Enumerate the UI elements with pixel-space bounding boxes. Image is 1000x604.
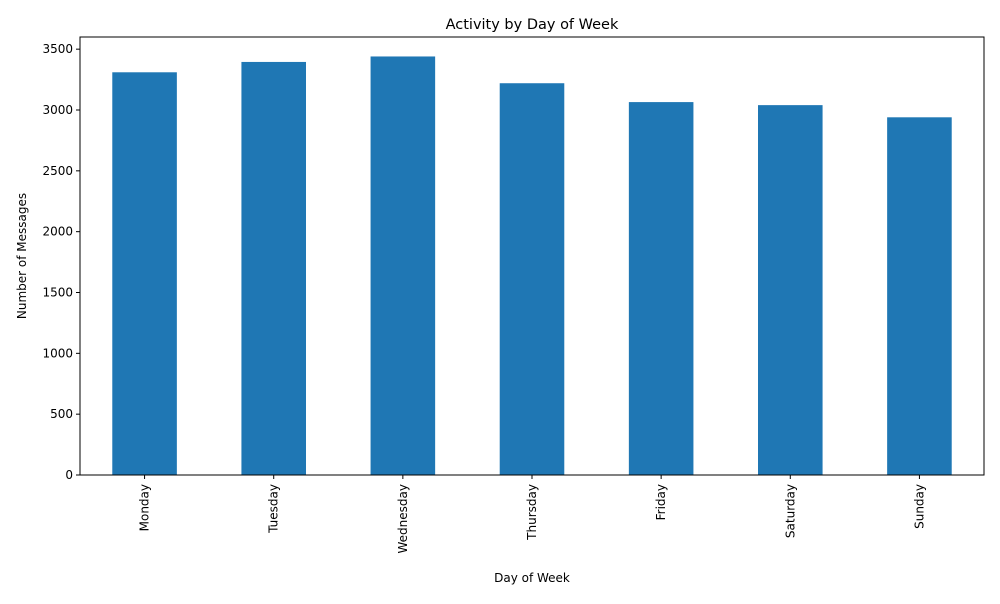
x-tick-label-friday: Friday bbox=[654, 484, 668, 520]
plot-frame bbox=[79, 36, 985, 476]
bar-thursday bbox=[499, 83, 565, 475]
y-tick-label: 3500 bbox=[42, 42, 73, 56]
y-tick-label: 500 bbox=[50, 407, 73, 421]
x-axis-label: Day of Week bbox=[494, 571, 570, 585]
y-axis-label: Number of Messages bbox=[15, 193, 29, 319]
x-tick-label-saturday: Saturday bbox=[783, 484, 797, 538]
x-tick-label-monday: Monday bbox=[138, 484, 152, 531]
y-tick-label: 0 bbox=[65, 468, 73, 482]
bar-monday bbox=[112, 72, 177, 476]
y-tick-label: 1000 bbox=[42, 346, 73, 360]
x-axis: Monday Tuesday Wednesday Thursday Friday Satu… bbox=[138, 475, 926, 553]
bars-group bbox=[112, 56, 952, 476]
x-tick-label-tuesday: Tuesday bbox=[267, 484, 281, 534]
y-tick-label: 2500 bbox=[42, 164, 73, 178]
bar-tuesday bbox=[241, 61, 306, 476]
bar-sunday bbox=[887, 117, 952, 476]
x-tick-label-thursday: Thursday bbox=[525, 484, 539, 541]
x-tick-label-sunday: Sunday bbox=[912, 484, 926, 529]
bar-friday bbox=[628, 102, 694, 475]
y-tick-label: 2000 bbox=[42, 225, 73, 239]
bar-saturday bbox=[758, 105, 823, 475]
y-tick-label: 3000 bbox=[42, 103, 73, 117]
chart-title: Activity by Day of Week bbox=[446, 17, 619, 33]
y-tick-label: 1500 bbox=[42, 286, 73, 300]
y-axis: 0 500 1000 1500 2000 2500 3000 3500 bbox=[42, 42, 80, 482]
x-tick-label-wednesday: Wednesday bbox=[396, 484, 410, 553]
bar-wednesday bbox=[370, 56, 436, 475]
